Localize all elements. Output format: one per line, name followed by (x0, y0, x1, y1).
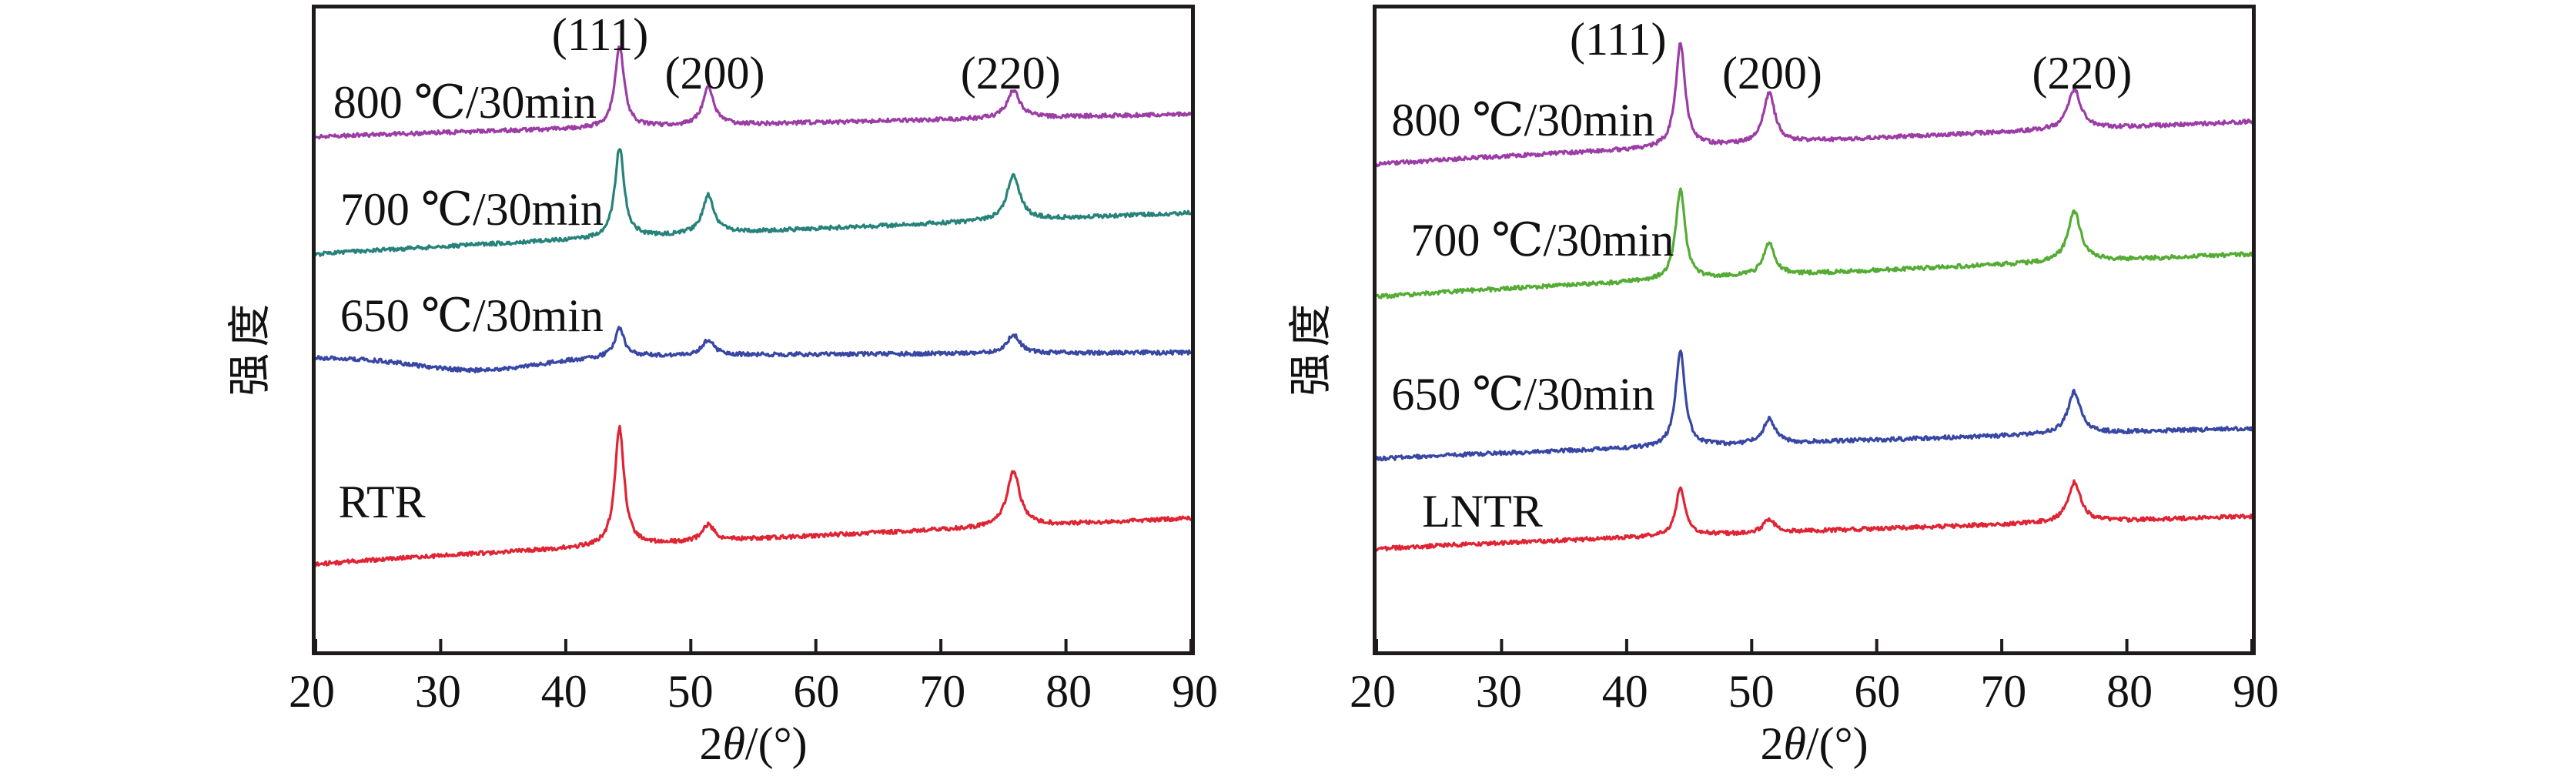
xrd-plot-canvas (1377, 42, 2252, 651)
x-axis-tick-label: 40 (540, 666, 587, 717)
x-axis-label-theta: θ (1783, 718, 1806, 769)
x-axis-label: 2θ/(°) (1373, 721, 2256, 767)
x-axis-tick-label: 60 (793, 666, 840, 717)
x-axis-tick-label: 50 (667, 666, 714, 717)
x-axis-tick-labels: 20 30 40 50 60 70 80 90 (1350, 666, 2279, 725)
x-axis-label-prefix: 2 (699, 718, 723, 769)
x-axis-tick-labels: 20 30 40 50 60 70 80 90 (289, 666, 1218, 725)
x-axis-tick-label: 80 (1045, 666, 1092, 717)
plot-area: (111) (200) (220) 800 ℃/30min 700 ℃/30min 65… (1373, 5, 2256, 655)
y-axis-label: 强度 (189, 231, 304, 462)
x-axis-tick-label: 20 (1350, 666, 1396, 717)
x-axis-tick-label: 30 (414, 666, 461, 717)
xrd-curve (316, 326, 1191, 373)
x-axis-tick-label: 90 (2233, 666, 2279, 717)
xrd-panel-right: 强度 (111) (200) (220) 800 ℃/30min 700 ℃/30mi… (1288, 0, 2279, 783)
x-axis-tick-label: 60 (1854, 666, 1901, 717)
x-axis-label-theta: θ (722, 718, 745, 769)
x-axis-tick-label: 90 (1172, 666, 1218, 717)
x-axis-tick-label: 40 (1601, 666, 1648, 717)
xrd-curve (316, 424, 1191, 567)
xrd-curve (1377, 479, 2252, 552)
xrd-curve (1377, 350, 2252, 462)
y-axis-label: 强度 (1250, 231, 1365, 462)
y-axis-label-text: 强度 (1287, 297, 1336, 396)
xrd-panel-left: 强度 (111) (200) (220) 800 ℃/30min 700 ℃/30mi… (227, 0, 1218, 783)
x-axis-tick-label: 70 (919, 666, 966, 717)
xrd-curve (316, 45, 1191, 140)
y-axis-label-text: 强度 (226, 297, 275, 396)
x-axis-label-prefix: 2 (1760, 718, 1784, 769)
x-axis-tick-label: 80 (2106, 666, 2153, 717)
x-axis-label-suffix: /(°) (1805, 718, 1868, 769)
x-axis-label: 2θ/(°) (312, 721, 1195, 767)
x-axis-tick-label: 50 (1728, 666, 1775, 717)
xrd-plot-canvas (316, 45, 1191, 651)
x-axis-tick-label: 70 (1980, 666, 2027, 717)
x-axis-tick-label: 30 (1475, 666, 1522, 717)
xrd-curve (1377, 187, 2252, 299)
xrd-curve (316, 148, 1191, 257)
x-axis-label-suffix: /(°) (744, 718, 808, 769)
xrd-curve (1377, 42, 2252, 168)
x-axis-tick-label: 20 (289, 666, 335, 717)
plot-area: (111) (200) (220) 800 ℃/30min 700 ℃/30min 65… (312, 5, 1195, 655)
